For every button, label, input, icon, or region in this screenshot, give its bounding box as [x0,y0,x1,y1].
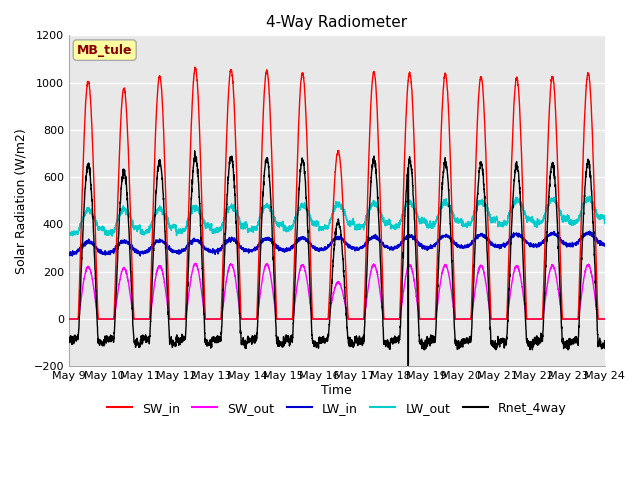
SW_out [600,316,608,322]
Legend: SW_in, SW_out, LW_in, LW_out, Rnet_4way: SW_in, SW_out, LW_in, LW_out, Rnet_4way [102,396,572,420]
SW_in [389,316,397,322]
LW_out [180,226,188,232]
LW_in [600,243,608,249]
Text: MB_tule: MB_tule [77,44,132,57]
Rnet_4way [215,336,223,342]
LW_in [136,253,144,259]
SW_out [191,260,199,266]
LW_in [65,249,73,255]
LW_out [600,213,608,218]
LW_in [389,246,397,252]
SW_out [550,264,557,270]
SW_out [215,316,223,322]
LW_out [399,213,406,218]
SW_out [601,316,609,322]
SW_in [600,316,608,322]
Line: SW_out: SW_out [69,263,605,319]
LW_in [180,246,188,252]
Line: Rnet_4way: Rnet_4way [69,151,605,371]
Rnet_4way [550,163,558,168]
Rnet_4way [399,275,406,281]
SW_in [215,316,223,322]
LW_out [108,233,116,239]
LW_out [389,223,397,228]
LW_in [601,242,609,248]
LW_out [65,231,73,237]
Line: LW_in: LW_in [69,231,605,256]
SW_in [550,81,558,87]
SW_in [180,316,188,322]
SW_in [191,64,199,70]
SW_in [601,316,609,322]
SW_in [289,317,296,323]
SW_out [389,316,397,322]
LW_out [215,227,223,232]
SW_out [65,316,73,322]
LW_out [586,193,594,199]
SW_out [180,316,188,322]
LW_in [550,231,557,237]
Title: 4-Way Radiometer: 4-Way Radiometer [266,15,407,30]
LW_in [586,228,593,234]
Rnet_4way [191,148,198,154]
Rnet_4way [600,345,608,351]
LW_out [550,195,557,201]
Y-axis label: Solar Radiation (W/m2): Solar Radiation (W/m2) [15,128,28,274]
Rnet_4way [404,368,412,374]
LW_out [601,221,609,227]
Rnet_4way [389,339,397,345]
LW_in [215,248,223,253]
Line: LW_out: LW_out [69,196,605,236]
Rnet_4way [65,334,73,340]
Rnet_4way [180,333,188,339]
Line: SW_in: SW_in [69,67,605,320]
SW_out [399,298,406,303]
SW_in [65,316,73,322]
Rnet_4way [601,338,609,344]
X-axis label: Time: Time [321,384,352,397]
LW_in [399,238,406,244]
SW_in [399,225,406,231]
